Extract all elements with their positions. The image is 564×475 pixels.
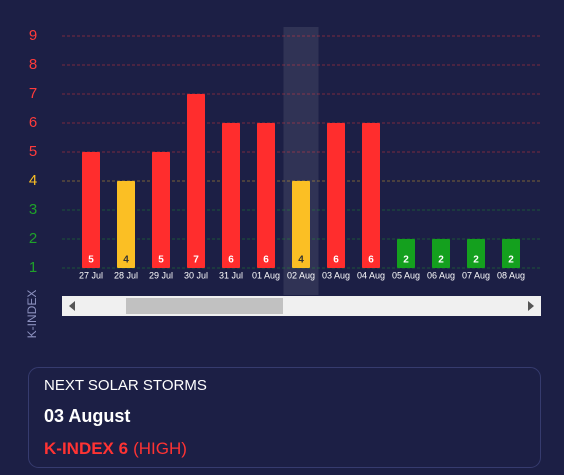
x-tick-label: 29 Jul xyxy=(149,270,173,280)
value-label: 5 xyxy=(88,255,94,266)
y-tick-label: 2 xyxy=(29,230,37,247)
bar xyxy=(467,239,485,268)
bar xyxy=(82,152,100,268)
value-label: 2 xyxy=(438,255,444,266)
x-tick-label: 05 Aug xyxy=(392,270,420,280)
storm-date: 03 August xyxy=(44,406,130,426)
x-tick-label: 30 Jul xyxy=(184,270,208,280)
value-label: 6 xyxy=(368,255,374,266)
x-tick-label: 03 Aug xyxy=(322,270,350,280)
bar xyxy=(222,123,240,268)
value-label: 7 xyxy=(193,255,199,266)
x-tick-label: 07 Aug xyxy=(462,270,490,280)
bar xyxy=(117,181,135,268)
scroll-left[interactable] xyxy=(69,301,75,311)
storm-kindex: K-INDEX 6 xyxy=(44,439,128,458)
x-tick-label: 01 Aug xyxy=(252,270,280,280)
y-tick-label: 1 xyxy=(29,259,37,276)
bar xyxy=(187,94,205,268)
value-label: 4 xyxy=(298,255,304,266)
storm-level: (HIGH) xyxy=(133,439,187,458)
value-label: 2 xyxy=(508,255,514,266)
y-tick-label: 7 xyxy=(29,85,37,102)
bar xyxy=(432,239,450,268)
y-tick-label: 3 xyxy=(29,201,37,218)
x-tick-label: 04 Aug xyxy=(357,270,385,280)
value-label: 2 xyxy=(473,255,479,266)
y-tick-label: 8 xyxy=(29,56,37,73)
scroll-right[interactable] xyxy=(528,301,534,311)
bar xyxy=(152,152,170,268)
scrollbar[interactable] xyxy=(62,296,541,316)
y-axis-label: K-INDEX xyxy=(25,290,39,339)
scroll-thumb[interactable] xyxy=(126,298,283,314)
y-tick-label: 9 xyxy=(29,27,37,44)
storm-kindex-line: K-INDEX 6 (HIGH) xyxy=(44,439,187,458)
storm-heading: NEXT SOLAR STORMS xyxy=(44,377,207,394)
value-label: 5 xyxy=(158,255,164,266)
bar xyxy=(327,123,345,268)
x-tick-label: 08 Aug xyxy=(497,270,525,280)
value-label: 2 xyxy=(403,255,409,266)
value-label: 6 xyxy=(228,255,234,266)
bar xyxy=(292,181,310,268)
x-tick-label: 31 Jul xyxy=(219,270,243,280)
value-label: 6 xyxy=(263,255,269,266)
value-label: 6 xyxy=(333,255,339,266)
bar xyxy=(397,239,415,268)
x-tick-label: 27 Jul xyxy=(79,270,103,280)
x-tick-label: 28 Jul xyxy=(114,270,138,280)
x-tick-label: 06 Aug xyxy=(427,270,455,280)
bar xyxy=(362,123,380,268)
storm-card xyxy=(28,367,541,468)
chart: 1 2 3 4 5 6 7 8 9 27 Jul 5 28 Jul 4 29 Jul 5 30 Jul 7 31 … xyxy=(29,27,541,295)
bar xyxy=(502,239,520,268)
value-label: 4 xyxy=(123,255,129,266)
y-tick-label: 6 xyxy=(29,114,37,131)
y-tick-label: 4 xyxy=(29,172,37,189)
y-tick-label: 5 xyxy=(29,143,37,160)
x-tick-label: 02 Aug xyxy=(287,270,315,280)
bar xyxy=(257,123,275,268)
